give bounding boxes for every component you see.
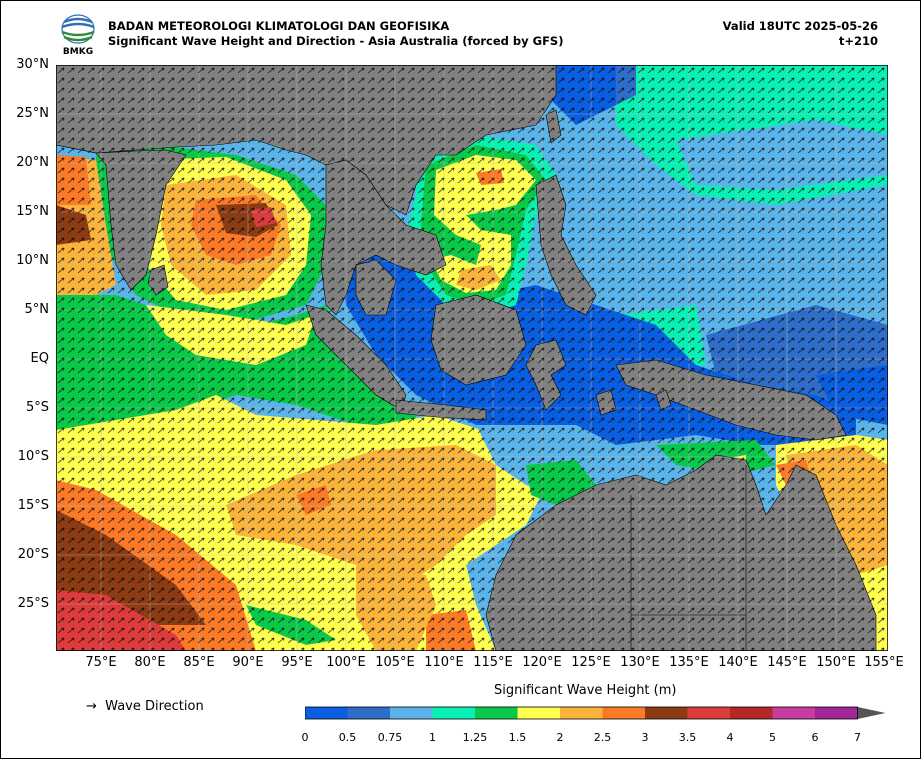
colorbar-segment [772,707,816,719]
lon-label: 130°E [620,655,660,670]
colorbar-segment [347,707,391,719]
lat-label: 25°N [16,106,49,121]
lon-label: 95°E [281,655,313,670]
lon-label: 125°E [571,655,611,670]
colorbar-tick-label: 1.25 [462,731,488,744]
lat-label: 15°N [16,204,49,219]
colorbar-tick-label: 2 [556,731,564,744]
lat-label: 20°N [16,155,49,170]
colorbar-tick-label: 1 [429,731,436,744]
colorbar-tick-label: 4 [726,731,734,744]
colorbar-title: Significant Wave Height (m) [494,683,677,698]
arrow-icon: → [86,699,97,714]
lat-label: 10°N [16,253,49,268]
lon-label: 90°E [232,655,264,670]
colorbar [305,706,886,720]
lon-label: 135°E [669,655,709,670]
colorbar-segment [517,707,561,719]
colorbar-tick-label: 2.5 [593,731,612,744]
colorbar-tick-label: 0 [301,731,309,744]
colorbar-tick-label: 0.5 [338,731,357,744]
lat-label: 20°S [17,547,49,562]
lon-label: 155°E [864,655,904,670]
colorbar-segment [475,707,518,719]
colorbar-segment [815,707,858,719]
colorbar-tick-label: 6 [811,731,819,744]
lon-label: 115°E [473,655,513,670]
logo-text: BMKG [63,47,93,56]
lon-label: 140°E [718,655,758,670]
bmkg-logo: BMKG [61,14,95,56]
lon-label: 85°E [183,655,215,670]
forecast-lead: t+210 [838,34,878,48]
lat-label: 5°S [25,400,49,415]
lon-label: 105°E [375,655,415,670]
lon-label: 110°E [424,655,464,670]
colorbar-tick-label: 1.5 [508,731,527,744]
lat-label: EQ [30,351,49,366]
colorbar-segment [390,707,433,719]
wave-direction-arrows [56,65,888,651]
lon-label: 80°E [134,655,166,670]
colorbar-segment [602,707,646,719]
colorbar-segment [645,707,688,719]
colorbar-extend-arrow [857,707,886,719]
colorbar-segment [305,707,348,719]
colorbar-tick-label: 5 [769,731,776,744]
colorbar-segment [560,707,603,719]
agency-title: BADAN METEOROLOGI KLIMATOLOGI DAN GEOFIS… [108,19,450,33]
lat-label: 25°S [17,596,49,611]
lon-label: 100°E [326,655,366,670]
colorbar-segment [730,707,773,719]
lat-label: 10°S [17,449,49,464]
lat-label: 15°S [17,498,49,513]
colorbar-segment [432,707,476,719]
wave-height-map [56,65,888,651]
lon-label: 75°E [85,655,117,670]
product-subtitle: Significant Wave Height and Direction - … [108,34,564,48]
colorbar-tick-label: 3 [641,731,649,744]
wave-direction-legend: → Wave Direction [86,699,204,714]
colorbar-tick-label: 3.5 [678,731,697,744]
lat-label: 5°N [24,302,50,317]
valid-time: Valid 18UTC 2025-05-26 [722,19,878,33]
lon-label: 150°E [816,655,856,670]
colorbar-tick-label: 7 [854,731,861,744]
colorbar-segment [687,707,731,719]
lon-label: 145°E [767,655,807,670]
lon-label: 120°E [522,655,562,670]
wave-direction-label: Wave Direction [105,699,204,714]
colorbar-tick-label: 0.75 [377,731,403,744]
lat-label: 30°N [16,57,49,72]
